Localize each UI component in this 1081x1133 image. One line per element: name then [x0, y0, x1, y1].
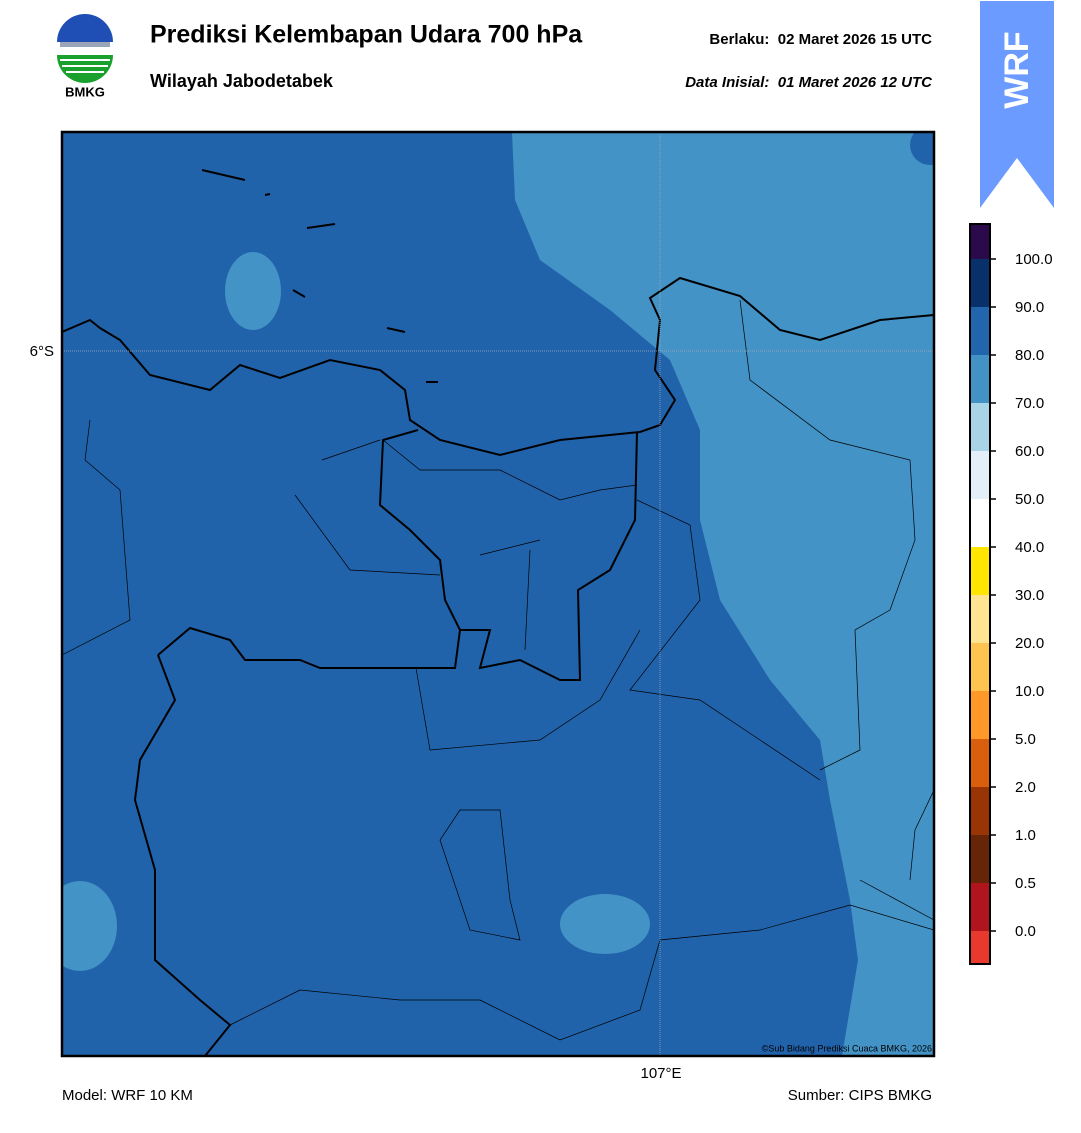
map-frame [60, 130, 936, 1058]
lon-label: 107°E [640, 1065, 681, 1082]
logo-text: BMKG [65, 84, 105, 99]
logo: BMKG [57, 14, 113, 99]
colorbar-tick-label: 10.0 [1015, 683, 1044, 700]
colorbar-tick-label: 30.0 [1015, 587, 1044, 604]
colorbar-tick-label: 5.0 [1015, 731, 1036, 748]
colorbar-segment [970, 451, 990, 499]
footer-source: Sumber: CIPS BMKG [788, 1087, 932, 1104]
colorbar-segment [970, 643, 990, 691]
colorbar-segment [970, 403, 990, 451]
colorbar-tick-label: 80.0 [1015, 347, 1044, 364]
colorbar-segment [970, 547, 990, 595]
colorbar-segment [970, 499, 990, 547]
subtitle: Wilayah Jabodetabek [150, 71, 334, 91]
colorbar-segment [970, 835, 990, 883]
colorbar-tick-label: 1.0 [1015, 827, 1036, 844]
colorbar-segment [970, 883, 990, 931]
colorbar-tick-label: 40.0 [1015, 539, 1044, 556]
valid-time: Berlaku: 02 Maret 2026 15 UTC [709, 31, 932, 48]
colorbar-tick-label: 20.0 [1015, 635, 1044, 652]
colorbar-tick-label: 90.0 [1015, 299, 1044, 316]
colorbar-frame [969, 223, 991, 965]
colorbar-segment [970, 739, 990, 787]
title: Prediksi Kelembapan Udara 700 hPa [150, 21, 583, 49]
colorbar-segment [970, 787, 990, 835]
model-badge-text: WRF [998, 31, 1036, 108]
colorbar-segment [970, 259, 990, 307]
colorbar-segment [970, 595, 990, 643]
colorbar-tick-label: 60.0 [1015, 443, 1044, 460]
colorbar-tick-label: 0.5 [1015, 875, 1036, 892]
colorbar-tick-label: 100.0 [1015, 251, 1053, 268]
colorbar-segment [970, 224, 990, 259]
lat-label: 6°S [30, 343, 54, 360]
colorbar-tick-label: 70.0 [1015, 395, 1044, 412]
colorbar-tick-label: 50.0 [1015, 491, 1044, 508]
model-badge [980, 1, 1054, 208]
colorbar-segment [970, 691, 990, 739]
footer-model: Model: WRF 10 KM [62, 1087, 193, 1104]
colorbar-tick-label: 0.0 [1015, 923, 1036, 940]
colorbar-tick-label: 2.0 [1015, 779, 1036, 796]
colorbar-segment [970, 307, 990, 355]
init-time: Data Inisial: 01 Maret 2026 12 UTC [685, 74, 933, 91]
colorbar: 0.0 0.5 1.0 2.0 5.0 10.0 20.0 30.0 40.0 50.0 60.0 7… [969, 223, 1053, 965]
humidity-field [62, 132, 934, 1056]
map: ©Sub Bidang Prediksi Cuaca BMKG, 2026 [62, 132, 934, 1056]
colorbar-segment [970, 355, 990, 403]
copyright: ©Sub Bidang Prediksi Cuaca BMKG, 2026 [762, 1043, 932, 1053]
colorbar-segment [970, 931, 990, 964]
